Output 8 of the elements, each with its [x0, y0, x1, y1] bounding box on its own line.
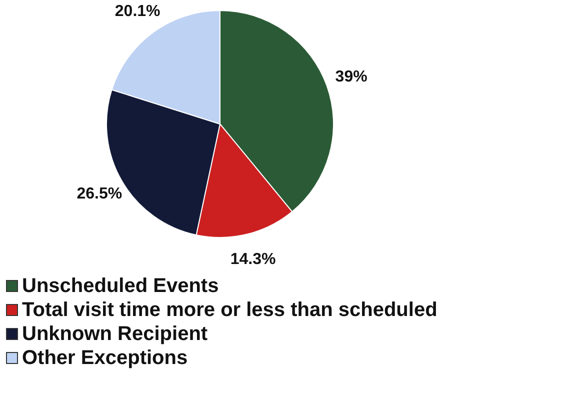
data-label: 20.1% [114, 2, 160, 20]
legend-label: Total visit time more or less than scheduled [22, 298, 438, 322]
data-label: 26.5% [76, 186, 122, 203]
data-label: 14.3% [230, 250, 276, 268]
legend-label: Other Exceptions [22, 346, 188, 370]
data-label: 39% [335, 68, 368, 86]
legend-label: Unscheduled Events [22, 274, 219, 298]
legend-label: Unknown Recipient [22, 322, 208, 346]
